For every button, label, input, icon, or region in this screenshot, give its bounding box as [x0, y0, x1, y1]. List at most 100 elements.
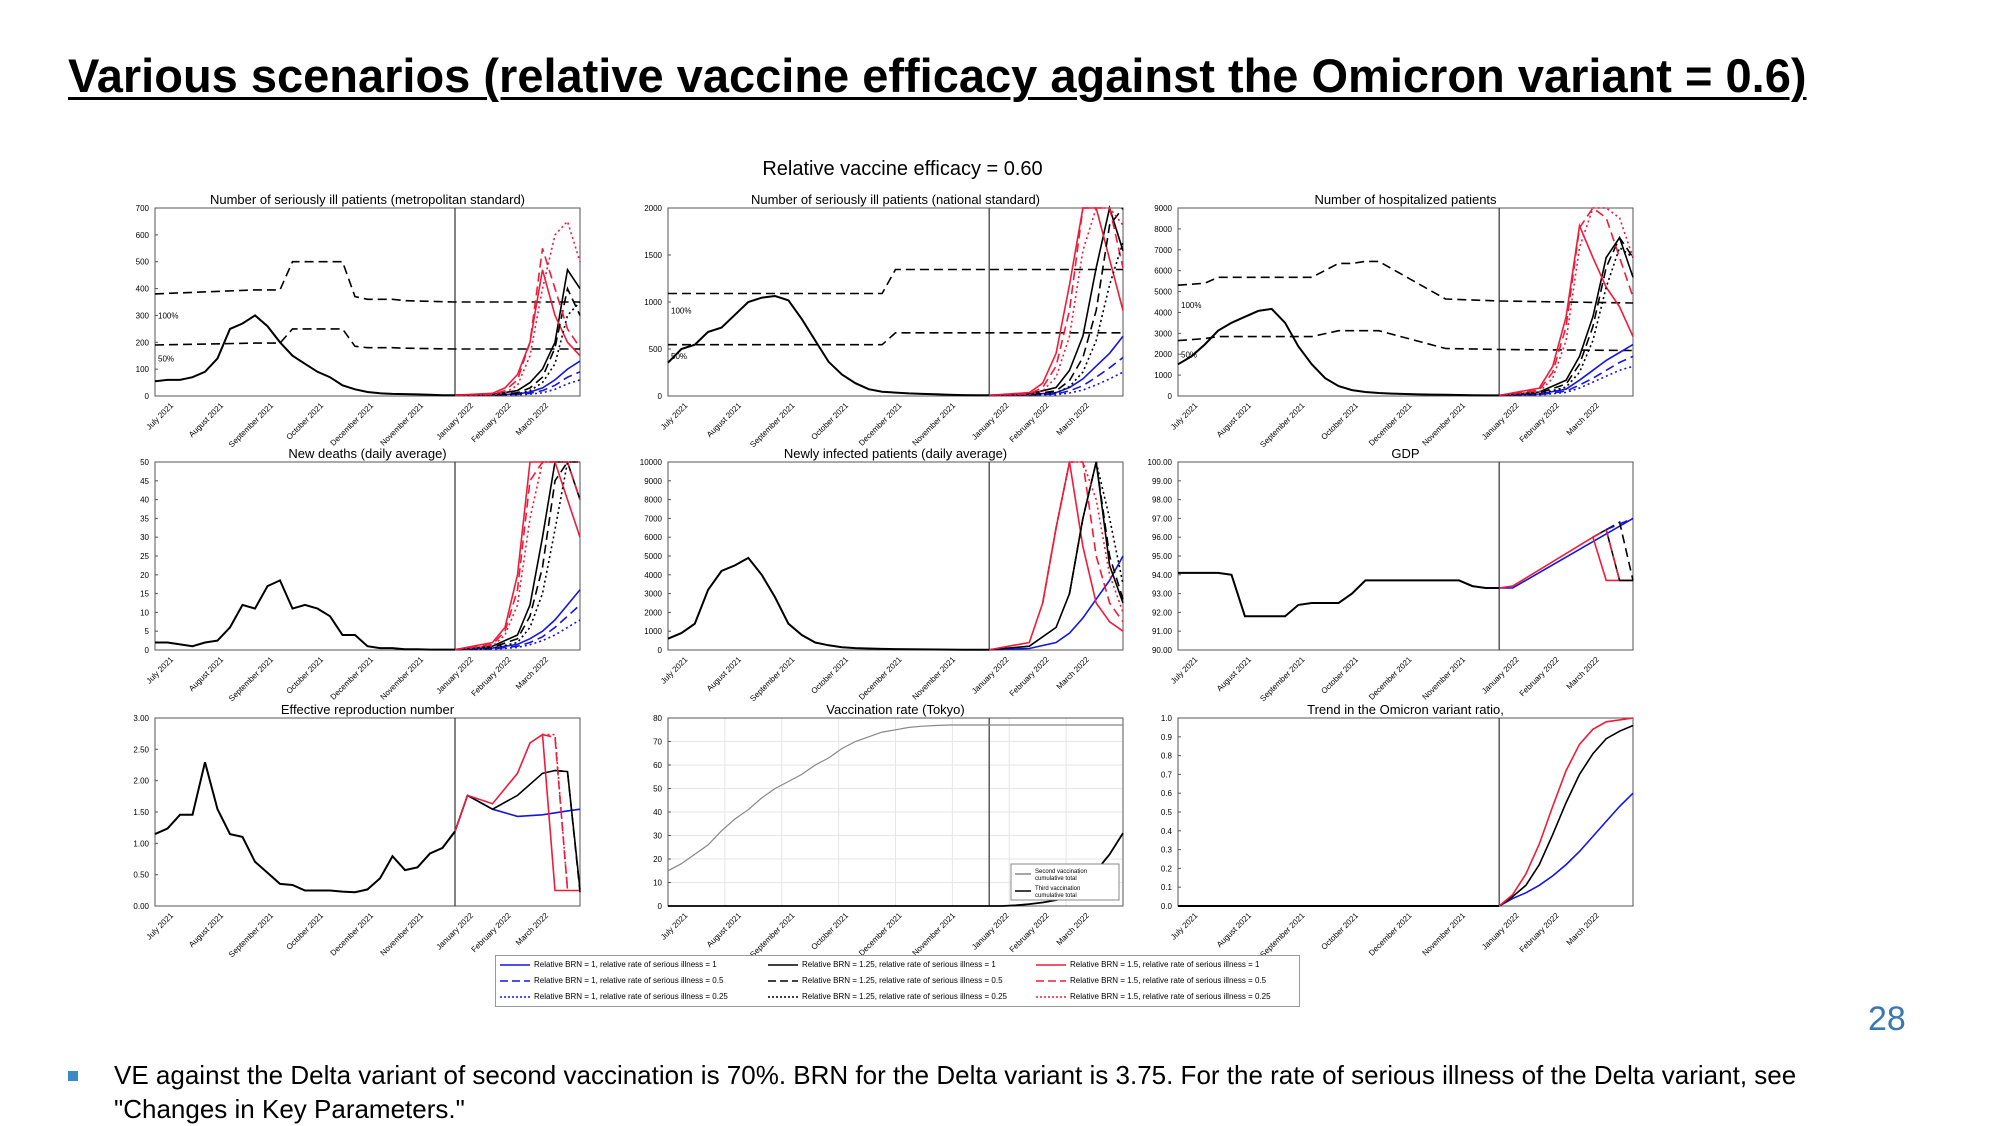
scenario-line-1.25-1	[989, 204, 1124, 397]
scenario-line-1.25-1	[1498, 724, 1634, 907]
x-tick-label: January 2022	[970, 911, 1011, 952]
x-tick-label: January 2022	[435, 401, 476, 442]
x-tick-label: November 2021	[379, 911, 426, 958]
legend-swatch	[1036, 963, 1066, 966]
x-tick-label: July 2021	[145, 401, 176, 432]
scenario-line-1.5-1	[454, 269, 581, 396]
scenario-line-1.25-0.25	[1068, 461, 1124, 594]
y-tick-label: 50	[140, 458, 149, 467]
x-tick-label: October 2021	[1319, 401, 1360, 442]
x-tick-label: November 2021	[379, 401, 426, 448]
y-tick-label: 0	[658, 646, 663, 655]
y-tick-label: 0.00	[133, 902, 149, 911]
y-tick-label: 0.8	[1161, 752, 1173, 761]
scenario-line-1.5-1	[989, 207, 1124, 397]
y-tick-label: 1.00	[133, 839, 149, 848]
y-tick-label: 5000	[644, 552, 662, 561]
y-tick-label: 20	[140, 571, 149, 580]
scenario-line-1.5-0.5	[454, 248, 581, 396]
x-tick-label: January 2022	[970, 401, 1011, 442]
legend-swatch	[768, 963, 798, 966]
legend-label: Relative BRN = 1, relative rate of serio…	[534, 992, 728, 1001]
x-tick-label: January 2022	[970, 655, 1011, 696]
scenario-line-1-0.25	[454, 619, 581, 651]
chart-svg: Trend in the Omicron variant ratio, 0.0 0.…	[1161, 702, 1634, 959]
y-tick-label: 93.00	[1152, 590, 1173, 599]
threshold-line	[1177, 329, 1634, 352]
x-tick-label: March 2022	[1565, 401, 1602, 438]
x-tick-label: December 2021	[329, 655, 376, 702]
chart-title: Number of seriously ill patients (metrop…	[210, 192, 525, 207]
y-tick-label: 2000	[644, 204, 662, 213]
y-tick-label: 1500	[644, 251, 662, 260]
plot-frame	[1177, 461, 1634, 651]
legend-label: Relative BRN = 1.25, relative rate of se…	[802, 960, 996, 969]
legend-item: Relative BRN = 1.5, relative rate of ser…	[1036, 976, 1266, 985]
scenario-line-1-0.25	[989, 371, 1124, 397]
scenario-line-1.5-1	[454, 733, 580, 892]
y-tick-label: 40	[653, 808, 662, 817]
legend-label: Relative BRN = 1.5, relative rate of ser…	[1070, 960, 1260, 969]
legend-label: Relative BRN = 1.5, relative rate of ser…	[1070, 976, 1267, 985]
y-tick-label: 10000	[640, 458, 663, 467]
scenario-line-1.5-0.5	[454, 461, 581, 651]
y-tick-label: 10	[653, 879, 662, 888]
y-tick-label: 3.00	[133, 714, 149, 723]
y-tick-label: 500	[649, 345, 663, 354]
x-tick-label: March 2022	[1565, 655, 1602, 692]
scenario-line-1.5-0.5	[1499, 206, 1634, 397]
scenario-line-1.25-0.25	[989, 241, 1124, 397]
y-tick-label: 0.1	[1161, 883, 1173, 892]
y-tick-label: 50	[653, 785, 662, 794]
panel-legend-label: cumulative total	[1035, 893, 1077, 899]
y-tick-label: 97.00	[1152, 514, 1173, 523]
x-tick-label: December 2021	[329, 401, 376, 448]
scenario-line-1.25-0.5	[989, 207, 1124, 397]
x-tick-label: December 2021	[1367, 655, 1414, 702]
x-tick-label: January 2022	[1480, 655, 1521, 696]
x-tick-label: March 2022	[514, 401, 551, 438]
chart-panel-6: GDP 90.00 91.00 92.00 93.00 94.00 95.00 96.00 97…	[1138, 442, 1653, 705]
chart-panel-2: Number of seriously ill patients (nation…	[628, 188, 1143, 451]
chart-svg: Vaccination rate (Tokyo) 0 10 20 30 40 50 60 70 8…	[653, 702, 1124, 959]
plot-frame	[154, 207, 581, 397]
scenario-line-1.25-0.5	[454, 286, 581, 396]
x-tick-label: July 2021	[145, 655, 176, 686]
x-tick-label: November 2021	[911, 911, 958, 958]
x-tick-label: October 2021	[809, 911, 850, 952]
chart-svg: Effective reproduction number 0.00 0.50 1.0…	[133, 702, 581, 959]
threshold-label: 100%	[1181, 301, 1201, 310]
y-tick-label: 500	[136, 258, 150, 267]
threshold-label: 100%	[158, 311, 178, 320]
threshold-line	[668, 332, 1123, 346]
y-tick-label: 100.00	[1148, 458, 1173, 467]
history-line	[667, 556, 990, 651]
x-tick-label: July 2021	[145, 911, 176, 942]
x-tick-label: March 2022	[514, 911, 551, 948]
threshold-line	[668, 268, 1123, 295]
scenario-line-1-0.5	[1605, 517, 1634, 531]
y-tick-label: 9000	[1154, 204, 1172, 213]
series-line	[667, 724, 1123, 872]
y-tick-label: 100	[136, 365, 150, 374]
chart-svg: New deaths (daily average) 0 5 10 15 20 25 30 35…	[140, 446, 581, 703]
chart-svg: GDP 90.00 91.00 92.00 93.00 94.00 95.00 96.00 97…	[1148, 446, 1634, 703]
legend-label: Relative BRN = 1.5, relative rate of ser…	[1070, 992, 1271, 1001]
panel-legend-box	[1010, 863, 1120, 901]
x-tick-label: July 2021	[1169, 401, 1200, 432]
scenario-line-1.5-1	[1499, 535, 1633, 589]
legend-item: Relative BRN = 1.25, relative rate of se…	[768, 960, 996, 969]
threshold-label: 50%	[158, 354, 174, 363]
x-tick-label: August 2021	[1215, 655, 1254, 694]
chart-title: Vaccination rate (Tokyo)	[826, 702, 965, 717]
x-tick-label: February 2022	[1008, 401, 1052, 445]
chart-legend: Relative BRN = 1, relative rate of serio…	[495, 955, 1300, 1007]
chart-title: Number of seriously ill patients (nation…	[751, 192, 1040, 207]
chart-svg: Newly infected patients (daily average) 0…	[640, 446, 1124, 703]
x-tick-label: January 2022	[435, 911, 476, 952]
legend-swatch	[500, 995, 530, 998]
scenario-line-1.5-0.25	[1499, 207, 1634, 397]
chart-panel-3: Number of hospitalized patients 0 1000 2000…	[1138, 188, 1653, 451]
chart-title: New deaths (daily average)	[288, 446, 446, 461]
x-tick-label: January 2022	[1480, 401, 1521, 442]
